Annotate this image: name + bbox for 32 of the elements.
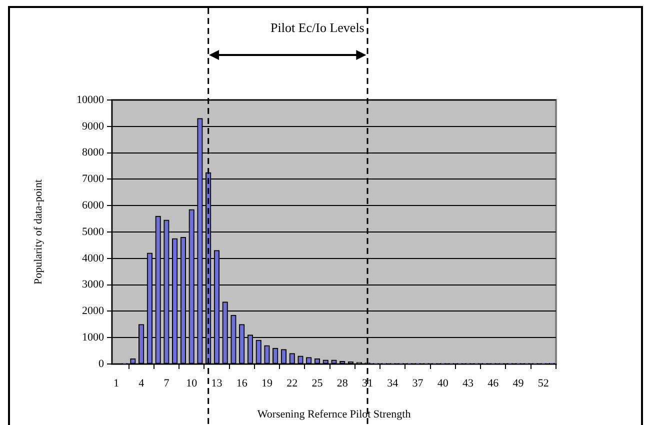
x-tick-label: 13: [211, 377, 223, 390]
x-tick-label: 19: [261, 377, 273, 390]
y-axis-title: Popularity of data-point: [32, 179, 44, 285]
x-tick-label: 1: [113, 377, 119, 390]
y-tick-label: 1000: [82, 331, 104, 344]
x-tick-label: 46: [488, 377, 500, 390]
y-tick-label: 9000: [82, 120, 104, 132]
x-tick-label: 28: [336, 377, 348, 390]
x-tick-label: 37: [412, 377, 424, 390]
x-tick-label: 34: [387, 377, 399, 390]
y-tick-label: 5000: [82, 226, 104, 238]
x-axis-title: Worsening Refernce Pilot Strength: [257, 408, 412, 420]
text: Pilot Ec/Io Levels: [270, 20, 364, 36]
x-tick-label: 4: [138, 377, 145, 390]
x-tick-label: 49: [512, 377, 524, 390]
x-tick-label: 10: [186, 377, 198, 390]
x-tick-label: 22: [286, 377, 298, 390]
x-tick-label: 25: [312, 377, 324, 390]
y-tick-label: 3000: [82, 278, 104, 291]
y-tick-label: 7000: [82, 173, 104, 186]
x-tick-label: 43: [462, 377, 474, 390]
y-tick-label: 0: [98, 358, 104, 370]
x-tick-label: 31: [362, 377, 374, 390]
y-tick-label: 8000: [82, 146, 104, 159]
y-tick-label: 10000: [76, 94, 104, 106]
y-tick-label: 2000: [82, 305, 104, 318]
y-tick-label: 6000: [82, 199, 104, 212]
x-tick-label: 40: [437, 377, 449, 390]
y-tick-label: 4000: [82, 252, 104, 264]
x-tick-label: 7: [164, 377, 170, 390]
x-tick-label: 16: [236, 377, 248, 390]
x-tick-label: 52: [538, 377, 549, 390]
